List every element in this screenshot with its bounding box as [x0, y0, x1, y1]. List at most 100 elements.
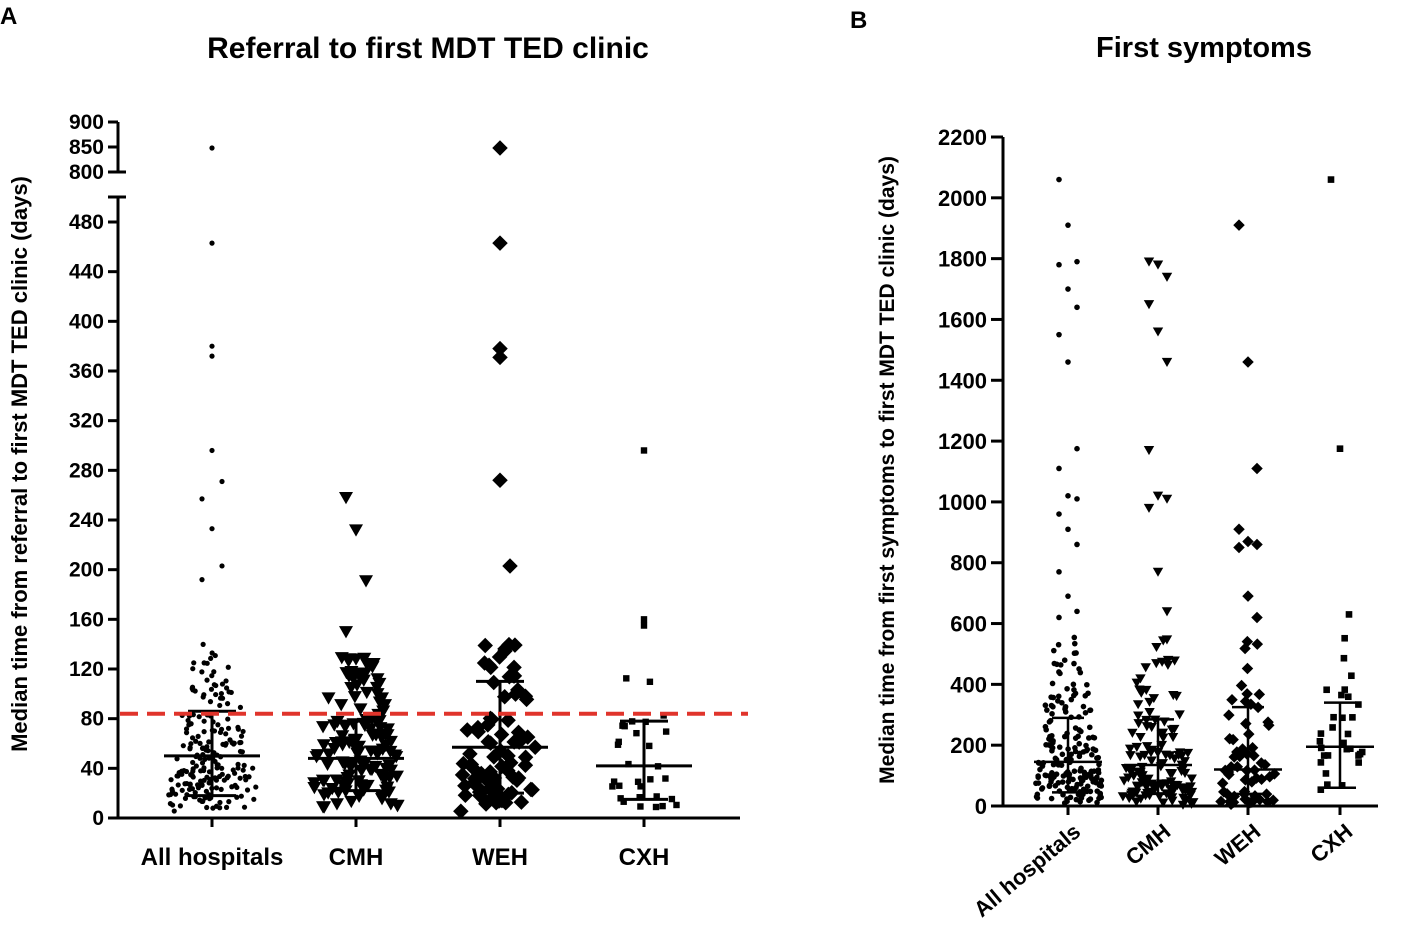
data-point: [195, 733, 201, 739]
data-point: [1239, 793, 1251, 805]
panel-letter-a: A: [0, 3, 17, 30]
outlier-point: [1345, 611, 1353, 618]
data-point: [175, 782, 181, 788]
data-point: [1070, 681, 1077, 688]
data-point: [609, 783, 616, 790]
data-point: [1125, 768, 1137, 778]
data-point: [223, 678, 229, 684]
data-point: [1051, 647, 1057, 654]
y-tick-label-a: 200: [69, 559, 104, 582]
data-point: [200, 641, 206, 647]
outlier-point: [1074, 445, 1080, 452]
y-tick-label-a: 900: [69, 111, 104, 134]
data-point: [513, 794, 530, 810]
data-point: [1071, 634, 1078, 641]
data-point: [383, 798, 398, 811]
outlier-point: [492, 235, 508, 251]
data-point: [251, 796, 257, 802]
data-point: [180, 743, 186, 749]
outlier-point: [1056, 261, 1062, 268]
data-point: [200, 694, 206, 700]
data-point: [242, 773, 248, 780]
outlier-point: [1233, 523, 1245, 536]
chart-title-a: Referral to first MDT TED clinic: [207, 32, 649, 65]
y-tick-label-a: 80: [81, 708, 104, 731]
data-point: [1050, 761, 1057, 768]
outlier-point: [640, 447, 648, 454]
outlier-point: [1233, 219, 1245, 231]
data-point: [212, 758, 218, 765]
data-point: [1218, 786, 1230, 798]
data-point: [197, 740, 203, 746]
data-point: [501, 636, 517, 653]
y-axis-title-a: Median time from referral to first MDT T…: [7, 176, 32, 752]
data-point: [1253, 688, 1266, 701]
data-point: [1043, 741, 1049, 748]
data-point: [225, 725, 232, 731]
data-point: [1186, 774, 1197, 784]
outlier-point: [1056, 331, 1062, 338]
data-point: [1086, 797, 1092, 804]
data-point: [359, 686, 374, 700]
data-point: [1241, 662, 1254, 675]
data-point: [179, 787, 185, 793]
data-point: [317, 789, 332, 802]
data-point: [1047, 717, 1054, 724]
data-point: [518, 691, 535, 708]
data-point: [523, 781, 539, 798]
data-point: [491, 649, 508, 665]
data-point: [1185, 790, 1196, 801]
data-point: [383, 745, 398, 759]
data-point: [338, 721, 353, 734]
y-tick-label-b: 2200: [938, 125, 987, 150]
y-tick-label-a: 280: [69, 459, 104, 482]
data-point: [1141, 685, 1152, 696]
data-point: [1042, 772, 1049, 778]
data-point: [1151, 659, 1162, 669]
data-point: [1059, 779, 1066, 785]
data-point: [1344, 730, 1352, 738]
data-point: [1239, 695, 1252, 708]
data-point: [637, 803, 644, 810]
outlier-point: [1152, 260, 1164, 270]
summary-bars-b: [1034, 701, 1374, 815]
data-point: [235, 765, 241, 771]
data-point: [1144, 697, 1155, 707]
data-point: [182, 781, 188, 787]
data-point: [204, 660, 210, 666]
data-point: [1134, 767, 1145, 778]
data-point: [1084, 783, 1091, 790]
data-point: [637, 783, 644, 790]
data-point: [500, 762, 516, 779]
data-point: [190, 768, 196, 774]
data-point: [217, 695, 224, 701]
data-point: [1127, 728, 1138, 738]
outlier-point: [1056, 569, 1062, 575]
data-point: [189, 773, 196, 779]
data-point: [382, 771, 397, 785]
data-point: [1259, 759, 1271, 771]
data-point: [240, 728, 246, 735]
data-point: [1052, 782, 1059, 789]
data-point: [1135, 794, 1147, 804]
data-point: [1260, 788, 1273, 800]
data-point: [505, 668, 522, 684]
outlier-point: [1152, 567, 1164, 577]
data-point: [1074, 781, 1081, 788]
data-point: [200, 745, 206, 751]
data-point: [1223, 733, 1236, 745]
data-point: [1132, 783, 1143, 793]
data-point: [382, 759, 397, 773]
data-point: [193, 738, 199, 744]
data-point: [1329, 724, 1336, 731]
data-point: [1049, 710, 1055, 717]
data-point: [183, 768, 190, 775]
data-point: [240, 767, 246, 773]
outlier-point: [1056, 465, 1062, 472]
data-point: [636, 794, 643, 801]
data-point: [211, 669, 217, 675]
data-point: [321, 748, 336, 761]
outlier-point: [1074, 541, 1080, 548]
outlier-point: [1251, 538, 1263, 551]
